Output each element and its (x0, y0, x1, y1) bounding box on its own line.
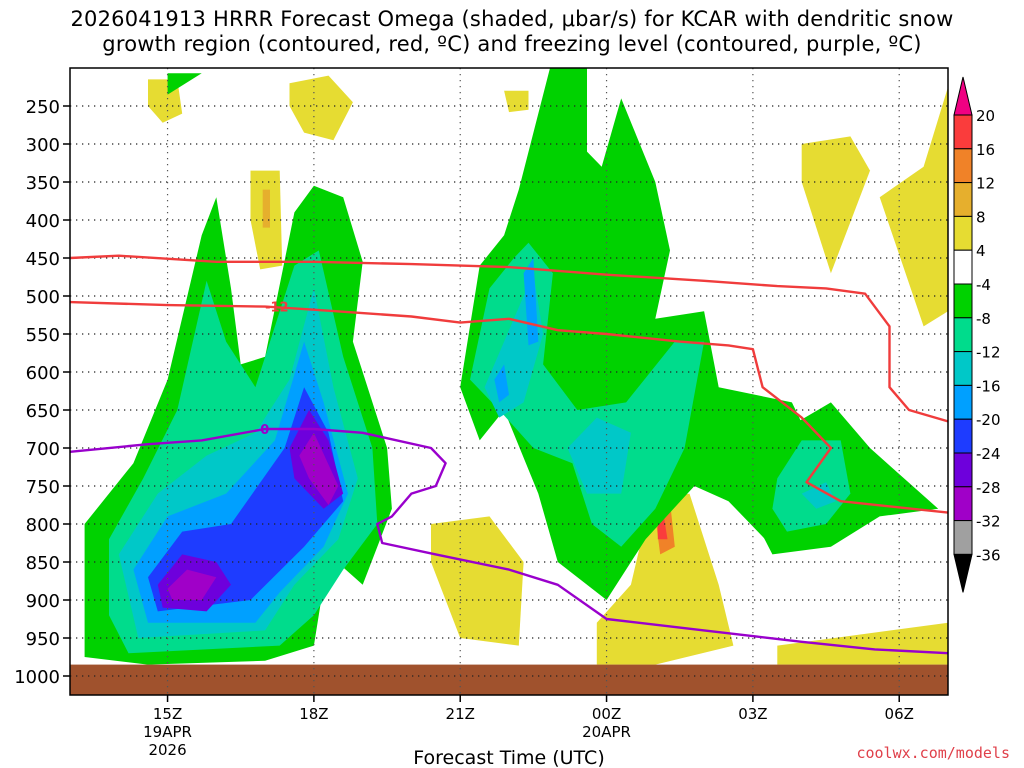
y-tick-label-550: 550 (26, 325, 60, 346)
omega-region-rising-left-purple-a (299, 432, 339, 505)
colorbar-label--16: -16 (976, 377, 1001, 395)
omega-colorbar: 20 16 12 8 4 -4 -8 -12 -16 -20 -24 -28 -32 -36 (953, 76, 1001, 593)
omega-region-rising-top-small (167, 73, 202, 95)
omega-region-sinking-right-upper (801, 136, 870, 274)
colorbar-label--28: -28 (976, 479, 1001, 497)
omega-region-sinking-surface-right (777, 622, 948, 665)
x-date-label-19APR: 19APR (143, 723, 192, 741)
chart-title-line1: 2026041913 HRRR Forecast Omega (shaded, … (70, 7, 954, 31)
colorbar-label--12: -12 (976, 344, 1001, 362)
colorbar-label-4: 4 (976, 242, 986, 260)
omega-region-sinking-left-small-core (262, 189, 270, 228)
x-tick-label-21Z: 21Z (446, 705, 475, 723)
y-tick-label-1000: 1000 (14, 667, 60, 688)
y-tick-label-650: 650 (26, 401, 60, 422)
grid-lines (70, 68, 948, 695)
colorbar-swatch (953, 249, 973, 285)
plot-frame (69, 67, 949, 696)
x-tick-label-03Z: 03Z (738, 705, 767, 723)
omega-shading (70, 68, 948, 695)
colorbar-swatch (953, 215, 973, 251)
colorbar-top-arrow (953, 76, 973, 116)
y-tick-label-250: 250 (26, 97, 60, 118)
colorbar-swatch (953, 148, 973, 184)
pressure-axis: 250 300 350 400 450 500 550 600 650 700 750 800 850 9… (14, 97, 70, 688)
colorbar-swatch (953, 182, 973, 217)
colorbar-label-20: 20 (976, 107, 995, 125)
y-tick-label-450: 450 (26, 249, 60, 270)
omega-region-rising-mid-lightblue-b (494, 364, 509, 403)
colorbar-label-12: 12 (976, 175, 995, 193)
x-axis-label: Forecast Time (UTC) (413, 747, 604, 768)
omega-region-rising-right-cyan (801, 482, 836, 509)
x-tick-label-00Z: 00Z (592, 705, 621, 723)
y-tick-label-850: 850 (26, 553, 60, 574)
colorbar-swatch (953, 486, 973, 522)
source-credit-link[interactable]: coolwx.com/models (856, 744, 1010, 762)
x-tick-label-15Z: 15Z (153, 705, 182, 723)
omega-region-rising-mid (460, 68, 851, 600)
colorbar-label-8: 8 (976, 208, 986, 226)
contour-freezing-level-0C (70, 427, 948, 655)
omega-region-rising-mid-cyan-b (567, 417, 631, 494)
colorbar-label--4: -4 (976, 276, 991, 294)
y-tick-label-700: 700 (26, 439, 60, 460)
omega-region-sinking-far-right (879, 87, 948, 327)
colorbar-label--24: -24 (976, 445, 1001, 463)
colorbar-swatch (953, 114, 973, 150)
colorbar-label--36: -36 (976, 546, 1001, 564)
colorbar-label--32: -32 (976, 513, 1001, 531)
x-date-label-20APR: 20APR (582, 723, 631, 741)
colorbar-swatch (953, 351, 973, 386)
x-tick-label-18Z: 18Z (299, 705, 328, 723)
y-tick-label-350: 350 (26, 173, 60, 194)
y-tick-label-750: 750 (26, 477, 60, 498)
colorbar-swatch (953, 283, 973, 319)
contour-dgz-lower-12C (70, 300, 948, 514)
omega-region-sinking-lowlevel-a (431, 516, 524, 646)
y-tick-label-400: 400 (26, 211, 60, 232)
y-tick-label-500: 500 (26, 287, 60, 308)
x-year-label-2026: 2026 (148, 741, 186, 759)
colorbar-swatch (953, 384, 973, 420)
contour-label-dgz-lower-12C: -12 (265, 301, 289, 316)
colorbar-swatch (953, 520, 973, 555)
contour-dgz-upper--12C (70, 254, 948, 423)
y-tick-label-600: 600 (26, 363, 60, 384)
colorbar-swatch (953, 452, 973, 488)
ground-layer (70, 664, 948, 695)
y-tick-label-300: 300 (26, 135, 60, 156)
colorbar-label--20: -20 (976, 411, 1001, 429)
omega-region-rising-left-purple-b (167, 569, 217, 600)
omega-region-sinking-upper-mid2 (504, 90, 529, 113)
y-tick-label-950: 950 (26, 629, 60, 650)
colorbar-swatch (953, 317, 973, 353)
omega-region-sinking-upper-mid (289, 75, 353, 141)
contour-label-freezing-level-0C: 0 (260, 423, 269, 438)
chart-title-line2: growth region (contoured, red, ºC) and f… (102, 32, 922, 56)
y-tick-label-900: 900 (26, 591, 60, 612)
colorbar-label-16: 16 (976, 141, 995, 159)
temperature-contours: -12 0 (70, 254, 948, 655)
x-tick-label-06Z: 06Z (885, 705, 914, 723)
y-tick-label-800: 800 (26, 515, 60, 536)
colorbar-swatch (953, 418, 973, 454)
colorbar-bottom-arrow (953, 553, 973, 593)
colorbar-label--8: -8 (976, 310, 991, 328)
